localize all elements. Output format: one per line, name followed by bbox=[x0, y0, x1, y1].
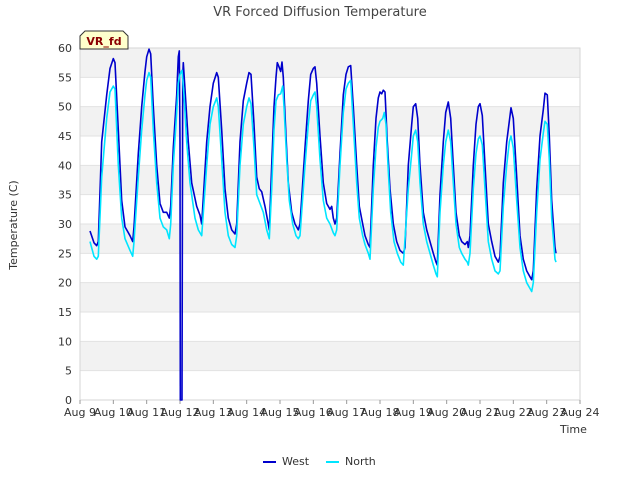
x-tick-label: Aug 9 bbox=[64, 406, 96, 419]
x-tick-label: Aug 20 bbox=[427, 406, 466, 419]
x-tick-label: Aug 23 bbox=[527, 406, 566, 419]
x-tick-label: Aug 17 bbox=[327, 406, 366, 419]
plot-bands bbox=[80, 48, 580, 371]
badge-shape bbox=[79, 30, 129, 50]
grid-band bbox=[80, 341, 580, 371]
x-tick-label: Aug 18 bbox=[361, 406, 400, 419]
y-axis-ticks: 0 5 10 15 20 25 30 35 40 45 50 55 60 bbox=[58, 42, 72, 407]
x-tick-label: Aug 16 bbox=[294, 406, 333, 419]
x-tick-label: Aug 15 bbox=[261, 406, 300, 419]
x-tick-label: Aug 14 bbox=[227, 406, 266, 419]
y-tick-label: 25 bbox=[58, 247, 72, 260]
series-line-north bbox=[89, 69, 557, 293]
legend-label-west: West bbox=[282, 455, 310, 468]
y-tick-label: 50 bbox=[58, 101, 72, 114]
x-tick-label: Aug 21 bbox=[461, 406, 500, 419]
grid-band bbox=[80, 48, 580, 78]
y-tick-label: 35 bbox=[58, 189, 72, 202]
y-tick-label: 60 bbox=[58, 42, 72, 55]
x-tick-label: Aug 13 bbox=[194, 406, 233, 419]
legend: West North bbox=[263, 455, 376, 468]
grid-band bbox=[80, 282, 580, 312]
x-tick-label: Aug 22 bbox=[494, 406, 533, 419]
x-tick-label: Aug 12 bbox=[161, 406, 200, 419]
y-tick-label: 20 bbox=[58, 277, 72, 290]
y-tick-label: 5 bbox=[65, 365, 72, 378]
x-axis-label: Time bbox=[559, 423, 587, 436]
x-tick-label: Aug 24 bbox=[561, 406, 600, 419]
plot-frame bbox=[79, 47, 581, 401]
y-tick-label: 30 bbox=[58, 218, 72, 231]
y-tick-label: 45 bbox=[58, 130, 72, 143]
y-tick-label: 55 bbox=[58, 71, 72, 84]
y-tick-label: 10 bbox=[58, 335, 72, 348]
y-tick-label: 15 bbox=[58, 306, 72, 319]
series-lines bbox=[89, 48, 557, 401]
y-tick-label: 0 bbox=[65, 394, 72, 407]
grid-band bbox=[80, 106, 580, 136]
legend-label-north: North bbox=[345, 455, 376, 468]
station-badge: VR_fd bbox=[79, 30, 129, 50]
grid-band bbox=[80, 165, 580, 195]
grid-band bbox=[80, 224, 580, 254]
x-tick-label: Aug 10 bbox=[94, 406, 133, 419]
x-tick-label: Aug 11 bbox=[127, 406, 166, 419]
y-axis-label: Temperature (C) bbox=[7, 180, 20, 270]
chart-title: VR Forced Diffusion Temperature bbox=[213, 5, 427, 20]
series-line-west bbox=[89, 48, 557, 401]
x-tick-label: Aug 19 bbox=[394, 406, 433, 419]
y-tick-label: 40 bbox=[58, 159, 72, 172]
badge-label: VR_fd bbox=[86, 35, 121, 48]
